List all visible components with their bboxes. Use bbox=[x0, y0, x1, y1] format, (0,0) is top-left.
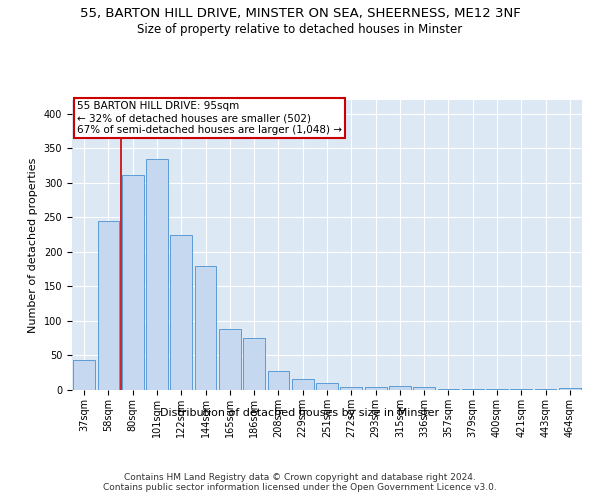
Bar bbox=[268, 372, 289, 390]
Text: Size of property relative to detached houses in Minster: Size of property relative to detached ho… bbox=[137, 22, 463, 36]
Text: 55, BARTON HILL DRIVE, MINSTER ON SEA, SHEERNESS, ME12 3NF: 55, BARTON HILL DRIVE, MINSTER ON SEA, S… bbox=[80, 8, 520, 20]
Bar bbox=[194, 266, 217, 390]
Bar bbox=[292, 379, 314, 390]
Text: 55 BARTON HILL DRIVE: 95sqm
← 32% of detached houses are smaller (502)
67% of se: 55 BARTON HILL DRIVE: 95sqm ← 32% of det… bbox=[77, 102, 342, 134]
Bar bbox=[170, 234, 192, 390]
Bar bbox=[97, 221, 119, 390]
Y-axis label: Number of detached properties: Number of detached properties bbox=[28, 158, 38, 332]
Bar bbox=[219, 329, 241, 390]
Bar bbox=[340, 386, 362, 390]
Text: Distribution of detached houses by size in Minster: Distribution of detached houses by size … bbox=[160, 408, 440, 418]
Bar bbox=[389, 386, 411, 390]
Bar bbox=[146, 158, 168, 390]
Bar bbox=[559, 388, 581, 390]
Bar bbox=[73, 360, 95, 390]
Bar bbox=[243, 338, 265, 390]
Bar bbox=[413, 387, 435, 390]
Bar bbox=[365, 386, 386, 390]
Bar bbox=[316, 383, 338, 390]
Text: Contains HM Land Registry data © Crown copyright and database right 2024.
Contai: Contains HM Land Registry data © Crown c… bbox=[103, 472, 497, 492]
Bar bbox=[122, 174, 143, 390]
